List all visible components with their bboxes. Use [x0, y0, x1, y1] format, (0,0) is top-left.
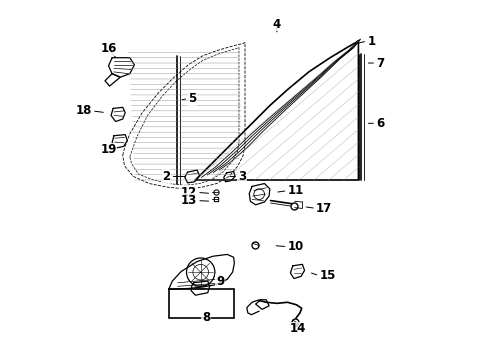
Text: 8: 8 — [202, 311, 210, 324]
Text: 4: 4 — [273, 18, 281, 31]
Text: 10: 10 — [288, 240, 304, 253]
Text: 14: 14 — [290, 322, 306, 336]
Text: 15: 15 — [319, 269, 336, 282]
Text: 6: 6 — [376, 117, 384, 130]
Text: 7: 7 — [376, 57, 384, 69]
Text: 11: 11 — [288, 184, 304, 197]
Text: 2: 2 — [163, 170, 171, 183]
Text: 12: 12 — [181, 186, 197, 199]
Text: 18: 18 — [75, 104, 92, 117]
Text: 5: 5 — [188, 92, 196, 105]
Text: 1: 1 — [368, 35, 375, 48]
Bar — [169, 289, 234, 318]
Text: 16: 16 — [100, 42, 117, 55]
Text: 17: 17 — [316, 202, 332, 215]
Text: 19: 19 — [100, 143, 117, 156]
Text: 3: 3 — [238, 170, 246, 183]
Text: 9: 9 — [216, 275, 224, 288]
Text: 13: 13 — [181, 194, 197, 207]
